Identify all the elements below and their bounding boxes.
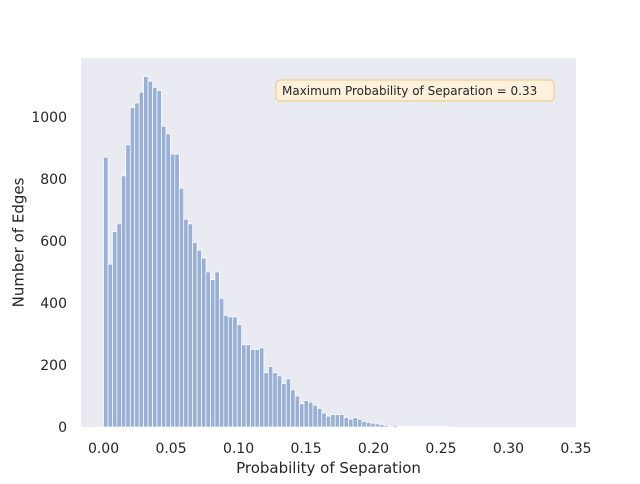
histogram-bar [273,373,277,427]
y-tick-label: 400 [40,296,67,312]
y-tick-label: 0 [58,420,67,436]
histogram-bar [139,92,143,427]
y-tick-label: 800 [40,172,67,188]
histogram-bar [161,126,165,427]
histogram-bar [197,250,201,427]
histogram-bar [170,154,174,427]
histogram-bar [389,426,393,427]
histogram-bar [268,367,272,427]
histogram-bar [380,425,384,427]
histogram-bar [184,219,188,427]
histogram-bar [112,232,116,427]
x-tick-label: 0.15 [290,441,321,457]
histogram-bar [175,154,179,427]
x-tick-label: 0.20 [358,441,389,457]
histogram-bar [166,134,170,427]
histogram-bar [393,425,397,427]
histogram-bar [242,345,246,427]
histogram-bar [371,423,375,427]
x-tick-label: 0.00 [88,441,119,457]
histogram-bar [193,243,197,428]
x-tick-label: 0.10 [223,441,254,457]
histogram-bar [251,349,255,427]
histogram-bar [308,402,312,427]
histogram-bar [282,384,286,427]
histogram-bar [291,390,295,427]
histogram-bar [375,424,379,427]
histogram-bar [317,408,321,427]
histogram-bar [144,77,148,427]
annotation-box: Maximum Probability of Separation = 0.33 [276,80,554,101]
histogram-bar [402,426,406,427]
histogram-bar [362,421,366,427]
histogram-bar [104,157,108,427]
histogram-bar [286,379,290,427]
histogram-bar [206,272,210,427]
histogram-bar [224,315,228,427]
histogram-bar [148,81,152,427]
histogram-bar [153,87,157,427]
y-axis-label: Number of Edges [10,177,28,307]
histogram-bar [384,425,388,427]
histogram-bar [202,258,206,427]
histogram-bar [215,272,219,427]
x-axis-ticks: 0.00 0.05 0.10 0.15 0.20 0.25 0.30 0.35 [88,441,592,457]
histogram-bar [121,176,125,427]
histogram-bar [313,405,317,427]
x-tick-label: 0.25 [425,441,456,457]
histogram-bar [126,145,130,427]
histogram-bar [335,415,339,427]
histogram-bar [255,349,259,427]
x-tick-label: 0.05 [155,441,186,457]
histogram-bar [259,348,263,427]
y-axis-ticks: 0 200 400 600 800 1000 [31,110,67,436]
histogram-bar [135,103,139,427]
histogram-bar [130,108,134,427]
histogram-bar [366,422,370,427]
x-axis-label: Probability of Separation [236,459,421,477]
histogram-bar [188,224,192,427]
histogram-bar [398,426,402,427]
histogram-bar [322,413,326,427]
histogram-bar [210,280,214,427]
histogram-bar [326,416,330,427]
histogram-bar [277,376,281,427]
histogram-bar [300,404,304,427]
y-tick-label: 200 [40,358,67,374]
histogram-bar [237,325,241,427]
y-tick-label: 600 [40,234,67,250]
histogram-bar [353,418,357,427]
histogram-bar [340,415,344,427]
histogram-bar [233,317,237,427]
histogram-bar [304,401,308,427]
histogram-bar [295,396,299,427]
histogram-bar [157,91,161,427]
histogram-bar [349,419,353,427]
histogram-bar [246,345,250,427]
histogram-bar [117,224,121,427]
histogram-bar [357,419,361,427]
histogram-bar [331,415,335,427]
histogram-bar [264,373,268,427]
x-tick-label: 0.35 [560,441,591,457]
y-tick-label: 1000 [31,110,67,126]
histogram-bar [228,317,232,427]
x-tick-label: 0.30 [493,441,524,457]
histogram-bar [179,188,183,427]
histogram-bar [219,298,223,427]
histogram-bar [108,264,112,427]
annotation-text: Maximum Probability of Separation = 0.33 [282,84,537,98]
histogram-bar [344,418,348,427]
